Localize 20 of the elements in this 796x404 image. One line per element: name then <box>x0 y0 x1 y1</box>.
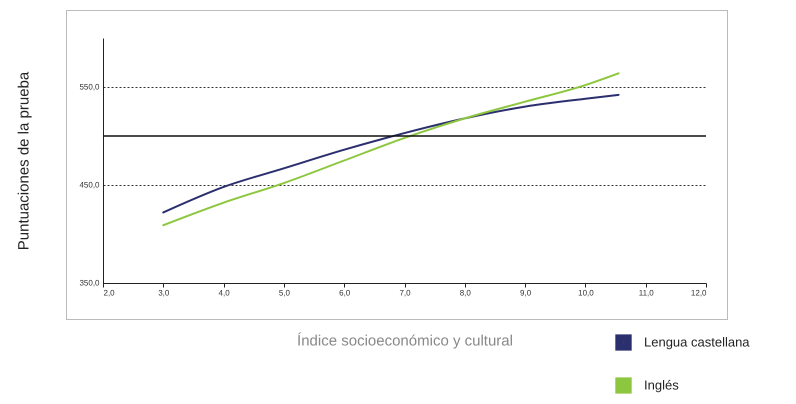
y-axis-title: Puntuaciones de la prueba <box>15 71 32 250</box>
x-tick-label: 5,0 <box>278 288 291 298</box>
x-tick-label: 7,0 <box>399 288 412 298</box>
y-tick-label: 350,0 <box>79 278 100 288</box>
x-tick-label: 2,0 <box>104 288 116 298</box>
x-tick-label: 11,0 <box>638 288 654 298</box>
line-series <box>162 94 620 214</box>
x-tick-label: 4,0 <box>218 288 230 298</box>
x-tick-label: 8,0 <box>460 288 472 298</box>
x-axis-title: Índice socioeconómico y cultural <box>297 332 513 350</box>
x-tick-label: 6,0 <box>339 288 351 298</box>
y-tick-label: 550,0 <box>79 82 100 92</box>
x-tick-label: 9,0 <box>520 288 532 298</box>
legend-label: Inglés <box>644 378 680 392</box>
x-tick-label: 12,0 <box>690 288 708 298</box>
x-tick-label: 3,0 <box>158 288 170 298</box>
line-series <box>162 72 620 226</box>
legend-label: Lengua castellana <box>644 334 750 350</box>
x-tick-label: 10,0 <box>578 288 594 298</box>
y-tick-label: 450,0 <box>79 180 100 190</box>
